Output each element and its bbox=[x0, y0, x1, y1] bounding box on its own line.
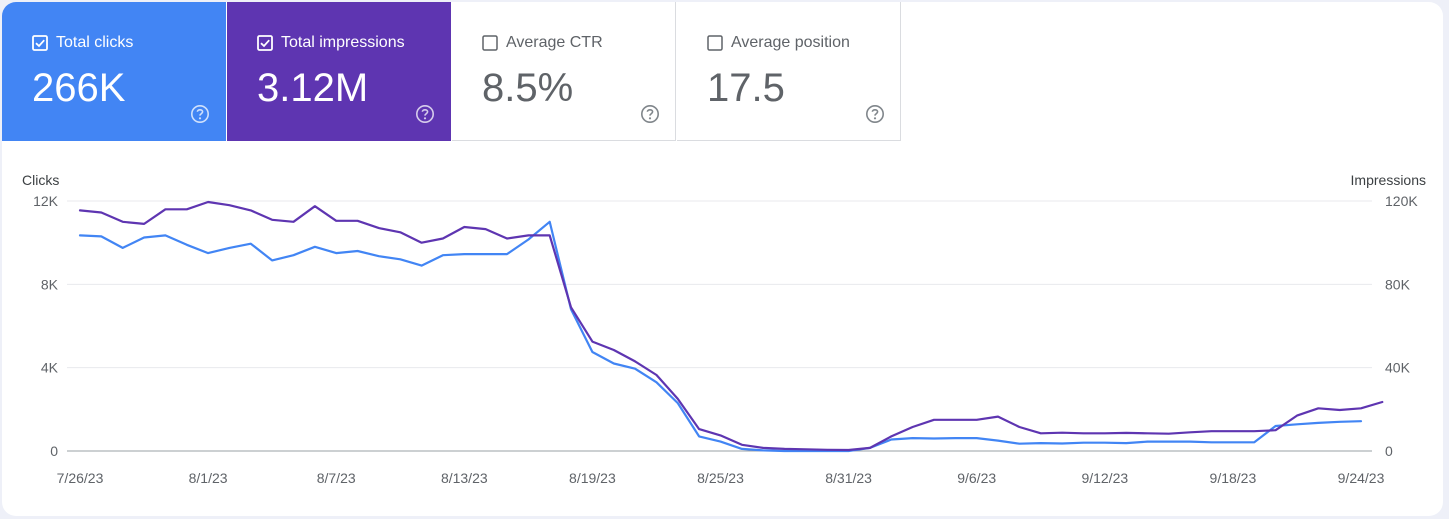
gridlines bbox=[67, 200, 1372, 452]
x-tick-label: 8/31/23 bbox=[825, 470, 872, 486]
help-icon[interactable] bbox=[865, 104, 885, 124]
x-tick-label: 9/12/23 bbox=[1081, 470, 1128, 486]
metric-value: 3.12M bbox=[257, 66, 369, 110]
left-tick-label: 12K bbox=[33, 193, 59, 209]
right-tick-label: 120K bbox=[1385, 193, 1418, 209]
right-tick-label: 80K bbox=[1385, 276, 1411, 292]
metric-card-average-ctr[interactable]: Average CTR 8.5% bbox=[452, 2, 676, 141]
help-icon[interactable] bbox=[190, 104, 210, 124]
x-tick-label: 8/19/23 bbox=[569, 470, 616, 486]
metric-value: 8.5% bbox=[482, 66, 574, 110]
left-axis-title: Clicks bbox=[22, 172, 59, 188]
x-tick-label: 8/13/23 bbox=[441, 470, 488, 486]
metric-label: Average CTR bbox=[506, 34, 603, 51]
metric-card-average-position[interactable]: Average position 17.5 bbox=[677, 2, 901, 141]
x-tick-label: 9/24/23 bbox=[1338, 470, 1385, 486]
x-tick-label: 9/18/23 bbox=[1210, 470, 1257, 486]
left-tick-label: 4K bbox=[41, 360, 59, 376]
metric-value: 266K bbox=[32, 66, 126, 110]
checkbox-icon[interactable] bbox=[257, 35, 273, 51]
left-tick-label: 0 bbox=[50, 443, 58, 459]
checkbox-icon[interactable] bbox=[32, 35, 48, 51]
metric-label: Total impressions bbox=[281, 34, 405, 51]
checkbox-icon[interactable] bbox=[707, 35, 723, 51]
metric-value: 17.5 bbox=[707, 66, 785, 110]
checkbox-icon[interactable] bbox=[482, 35, 498, 51]
metric-card-total-impressions[interactable]: Total impressions 3.12M bbox=[227, 2, 451, 141]
help-icon[interactable] bbox=[415, 104, 435, 124]
right-tick-label: 40K bbox=[1385, 360, 1411, 376]
series-line-impressions bbox=[78, 200, 1384, 452]
metric-card-total-clicks[interactable]: Total clicks 266K bbox=[2, 2, 226, 141]
help-icon[interactable] bbox=[640, 104, 660, 124]
x-tick-label: 8/7/23 bbox=[317, 470, 356, 486]
x-tick-label: 7/26/23 bbox=[57, 470, 104, 486]
left-tick-label: 8K bbox=[41, 276, 59, 292]
right-tick-label: 0 bbox=[1385, 443, 1393, 459]
x-tick-label: 8/25/23 bbox=[697, 470, 744, 486]
metric-label: Average position bbox=[731, 34, 850, 51]
x-tick-label: 9/6/23 bbox=[957, 470, 996, 486]
metric-label: Total clicks bbox=[56, 34, 134, 51]
series-line-clicks bbox=[78, 220, 1363, 453]
right-axis-title: Impressions bbox=[1351, 172, 1426, 188]
x-tick-label: 8/1/23 bbox=[189, 470, 228, 486]
